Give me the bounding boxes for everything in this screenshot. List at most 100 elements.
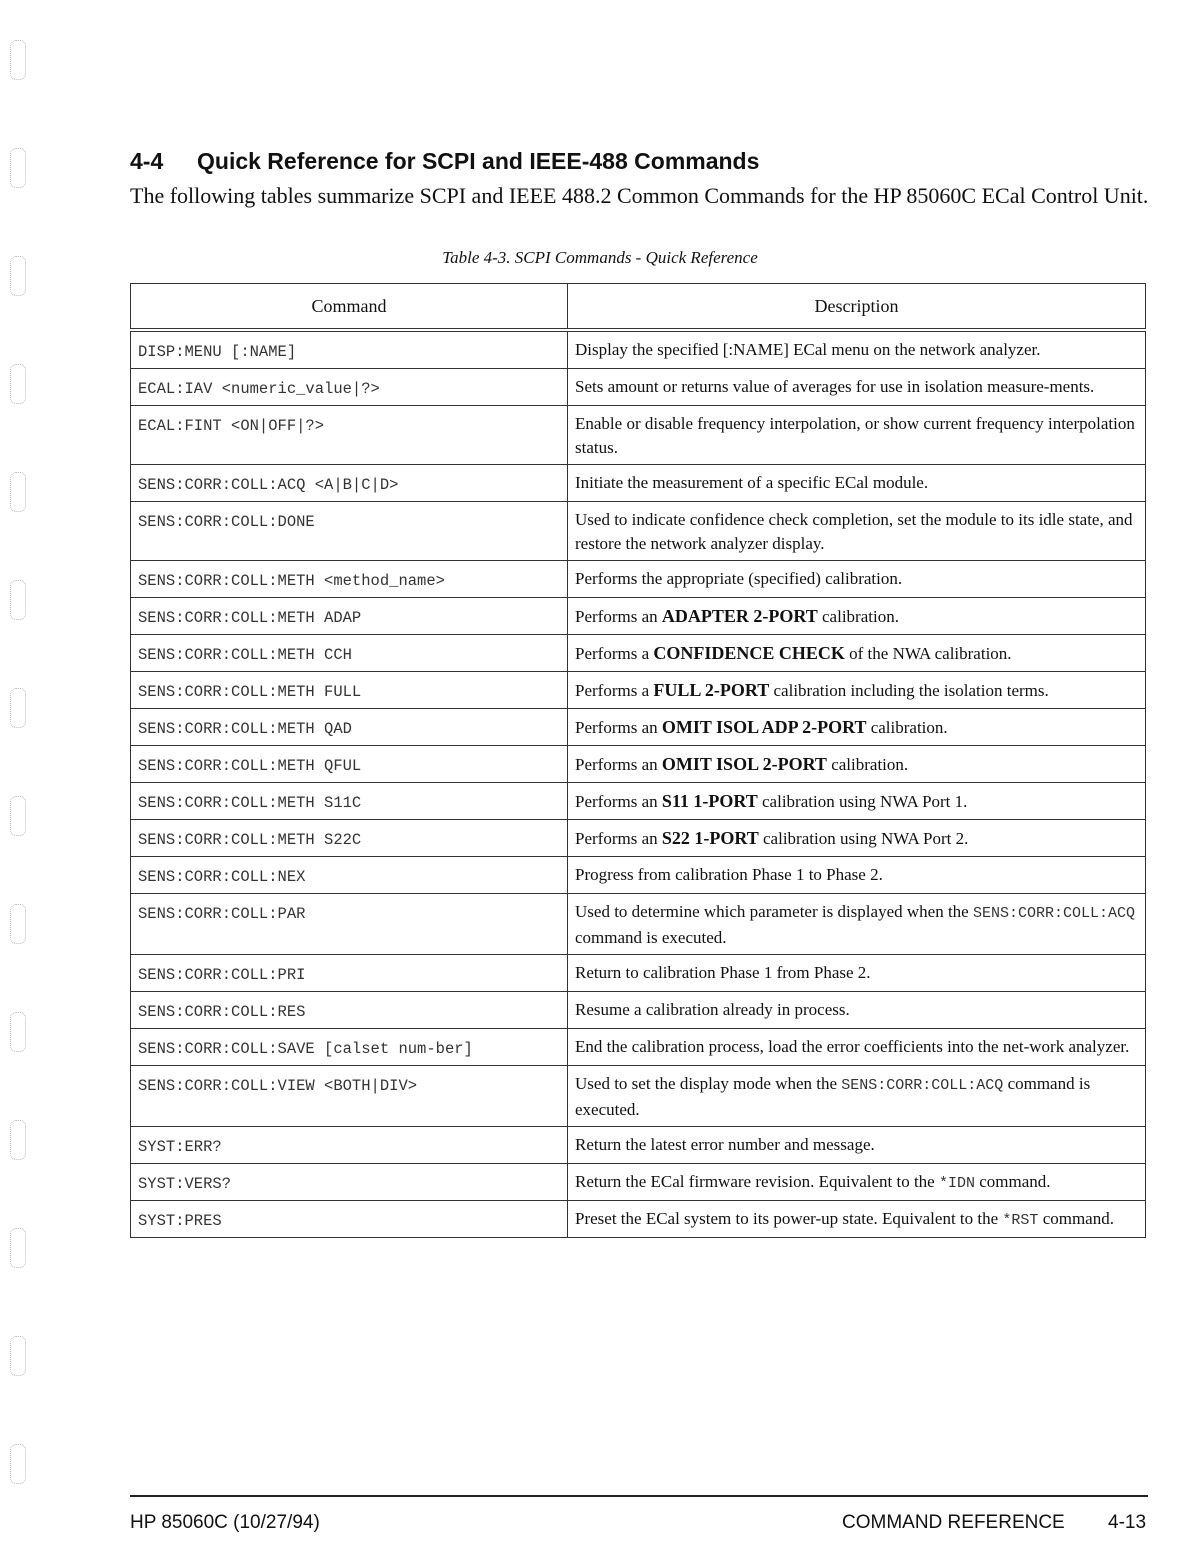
description-text: Performs an [575, 718, 662, 737]
description-text: Performs an [575, 829, 662, 848]
inline-command: *IDN [938, 1175, 975, 1192]
inline-command: SENS:CORR:COLL:ACQ [841, 1077, 1004, 1094]
command-cell: ECAL:IAV <numeric_value|?> [130, 368, 568, 406]
command-cell: SENS:CORR:COLL:SAVE [calset num-ber] [130, 1028, 568, 1066]
description-text: calibration. [866, 718, 948, 737]
description-text: Performs a [575, 644, 654, 663]
command-cell: SENS:CORR:COLL:METH QAD [130, 708, 568, 746]
table-row: SENS:CORR:COLL:METH S22C Performs an S22 … [130, 819, 1146, 857]
description-cell: Return to calibration Phase 1 from Phase… [567, 954, 1146, 992]
description-text: of the NWA calibration. [844, 644, 1012, 663]
description-cell: Performs a CONFIDENCE CHECK of the NWA c… [567, 634, 1146, 672]
command-cell: SENS:CORR:COLL:METH CCH [130, 634, 568, 672]
bold-term: OMIT ISOL ADP 2-PORT [661, 717, 867, 737]
command-cell: SENS:CORR:COLL:RES [130, 991, 568, 1029]
description-cell: Return the latest error number and messa… [567, 1126, 1146, 1164]
bold-term: OMIT ISOL 2-PORT [661, 754, 827, 774]
description-cell: Performs an S22 1-PORT calibration using… [567, 819, 1146, 857]
bold-term: FULL 2-PORT [653, 680, 770, 700]
bold-term: ADAPTER 2-PORT [661, 606, 818, 626]
table-row: SENS:CORR:COLL:PRI Return to calibration … [130, 954, 1146, 992]
command-cell: SENS:CORR:COLL:PAR [130, 893, 568, 955]
description-cell: Enable or disable frequency interpolatio… [567, 405, 1146, 465]
footer-page-number: 4-13 [1108, 1512, 1147, 1533]
description-text: Return to calibration Phase 1 from Phase… [575, 963, 871, 982]
table-row: SENS:CORR:COLL:METH QAD Performs an OMIT … [130, 708, 1146, 746]
description-text: Performs an [575, 755, 662, 774]
table-row: SENS:CORR:COLL:METH CCH Performs a CONFID… [130, 634, 1146, 672]
table-row: SENS:CORR:COLL:SAVE [calset num-ber] End … [130, 1028, 1146, 1066]
bold-term: CONFIDENCE CHECK [653, 643, 845, 663]
description-text: command. [1038, 1209, 1114, 1228]
description-text: Display the specified [:NAME] ECal menu … [575, 340, 1041, 359]
section-number: 4-4 [130, 148, 164, 174]
table-row: SENS:CORR:COLL:METH <method_name> Perform… [130, 560, 1146, 598]
table-row: SYST:VERS? Return the ECal firmware revis… [130, 1163, 1146, 1201]
table-row: SENS:CORR:COLL:DONE Used to indicate conf… [130, 501, 1146, 561]
description-cell: Progress from calibration Phase 1 to Pha… [567, 856, 1146, 894]
description-text: Used to indicate confidence check comple… [575, 510, 1133, 553]
description-text: Performs a [575, 681, 654, 700]
description-text: Performs the appropriate (specified) cal… [575, 569, 903, 588]
command-cell: SYST:PRES [130, 1200, 568, 1238]
command-cell: SENS:CORR:COLL:METH QFUL [130, 745, 568, 783]
table-row: SENS:CORR:COLL:METH ADAP Performs an ADAP… [130, 597, 1146, 635]
command-cell: SYST:ERR? [130, 1126, 568, 1164]
command-cell: ECAL:FINT <ON|OFF|?> [130, 405, 568, 465]
description-cell: Used to indicate confidence check comple… [567, 501, 1146, 561]
description-text: command. [975, 1172, 1051, 1191]
description-text: calibration including the isolation term… [769, 681, 1049, 700]
footer-model-date: HP 85060C (10/27/94) [130, 1512, 320, 1533]
description-text: calibration using NWA Port 1. [757, 792, 968, 811]
description-text: Enable or disable frequency interpolatio… [575, 414, 1135, 457]
header-command: Command [130, 283, 568, 332]
command-cell: DISP:MENU [:NAME] [130, 329, 568, 369]
description-text: Performs an [575, 792, 662, 811]
table-row: SENS:CORR:COLL:METH FULL Performs a FULL … [130, 671, 1146, 709]
table-row: SENS:CORR:COLL:NEX Progress from calibrat… [130, 856, 1146, 894]
description-cell: Resume a calibration already in process. [567, 991, 1146, 1029]
bold-term: S22 1-PORT [661, 828, 759, 848]
command-cell: SENS:CORR:COLL:VIEW <BOTH|DIV> [130, 1065, 568, 1127]
description-text: command is executed. [575, 928, 727, 947]
footer-section: COMMAND REFERENCE [842, 1512, 1065, 1533]
description-cell: Used to determine which parameter is dis… [567, 893, 1146, 955]
table-row: SENS:CORR:COLL:PAR Used to determine whic… [130, 893, 1146, 955]
table-row: SENS:CORR:COLL:VIEW <BOTH|DIV> Used to se… [130, 1065, 1146, 1127]
description-cell: End the calibration process, load the er… [567, 1028, 1146, 1066]
description-text: Performs an [575, 607, 662, 626]
command-cell: SENS:CORR:COLL:METH S22C [130, 819, 568, 857]
description-text: Progress from calibration Phase 1 to Pha… [575, 865, 883, 884]
description-cell: Used to set the display mode when the SE… [567, 1065, 1146, 1127]
description-text: command is executed. [575, 1074, 1091, 1119]
description-cell: Performs a FULL 2-PORT calibration inclu… [567, 671, 1146, 709]
description-text: End the calibration process, load the er… [575, 1037, 1130, 1056]
description-text: Return the latest error number and messa… [575, 1135, 875, 1154]
description-cell: Performs an OMIT ISOL ADP 2-PORT calibra… [567, 708, 1146, 746]
section-heading: 4-4 Quick Reference for SCPI and IEEE-488… [130, 148, 759, 175]
command-cell: SENS:CORR:COLL:ACQ <A|B|C|D> [130, 464, 568, 502]
command-cell: SENS:CORR:COLL:METH FULL [130, 671, 568, 709]
command-cell: SENS:CORR:COLL:PRI [130, 954, 568, 992]
intro-paragraph: The following tables summarize SCPI and … [130, 183, 1149, 208]
table-row: ECAL:FINT <ON|OFF|?> Enable or disable fr… [130, 405, 1146, 465]
inline-command: SENS:CORR:COLL:ACQ [972, 905, 1135, 922]
header-description: Description [567, 283, 1146, 332]
footer-rule [130, 1495, 1148, 1497]
description-text: Resume a calibration already in process. [575, 1000, 850, 1019]
description-cell: Display the specified [:NAME] ECal menu … [567, 329, 1146, 369]
table-row: ECAL:IAV <numeric_value|?> Sets amount or… [130, 368, 1146, 406]
description-cell: Performs the appropriate (specified) cal… [567, 560, 1146, 598]
command-cell: SENS:CORR:COLL:METH ADAP [130, 597, 568, 635]
table-row: SENS:CORR:COLL:METH S11C Performs an S11 … [130, 782, 1146, 820]
description-text: Used to determine which parameter is dis… [575, 902, 973, 921]
description-cell: Initiate the measurement of a specific E… [567, 464, 1146, 502]
description-text: calibration. [817, 607, 899, 626]
description-cell: Return the ECal firmware revision. Equiv… [567, 1163, 1146, 1201]
table-row: SENS:CORR:COLL:ACQ <A|B|C|D> Initiate the… [130, 464, 1146, 502]
command-cell: SENS:CORR:COLL:NEX [130, 856, 568, 894]
command-cell: SENS:CORR:COLL:DONE [130, 501, 568, 561]
description-text: Used to set the display mode when the [575, 1074, 842, 1093]
command-cell: SENS:CORR:COLL:METH S11C [130, 782, 568, 820]
command-cell: SENS:CORR:COLL:METH <method_name> [130, 560, 568, 598]
